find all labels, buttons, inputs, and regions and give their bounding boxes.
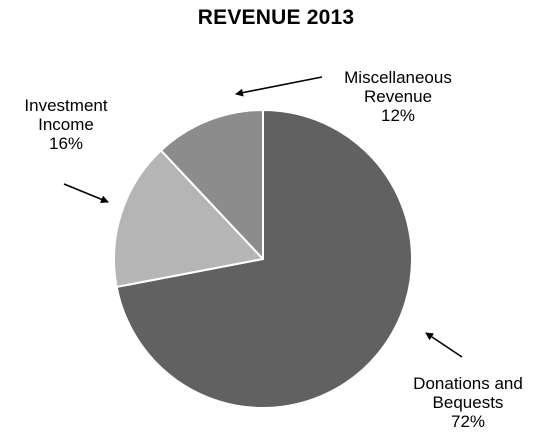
slice-label-line: Income [38, 115, 94, 134]
slice-miscellaneous [160, 109, 264, 260]
arrow-miscellaneous [235, 76, 323, 97]
slice-percent: 16% [48, 134, 84, 153]
slice-label-line: Donations and [413, 374, 523, 393]
slice-investment [113, 149, 264, 288]
slice-percent: 12% [380, 106, 416, 125]
slice-label-line: Revenue [363, 87, 433, 106]
slice-label-miscellaneous: Miscellaneous Revenue 12% [318, 68, 478, 125]
slice-label-line: Bequests [432, 393, 504, 412]
slice-label-investment: Investment Income 16% [0, 96, 132, 153]
slice-donations [115, 109, 413, 409]
slice-percent: 72% [450, 412, 486, 431]
arrow-investment [63, 183, 109, 204]
slice-label-donations: Donations and Bequests 72% [388, 374, 548, 431]
slice-label-line: Miscellaneous [344, 68, 452, 87]
slice-label-line: Investment [24, 96, 108, 115]
chart-title: REVENUE 2013 [197, 6, 355, 29]
arrow-donations [425, 332, 463, 358]
